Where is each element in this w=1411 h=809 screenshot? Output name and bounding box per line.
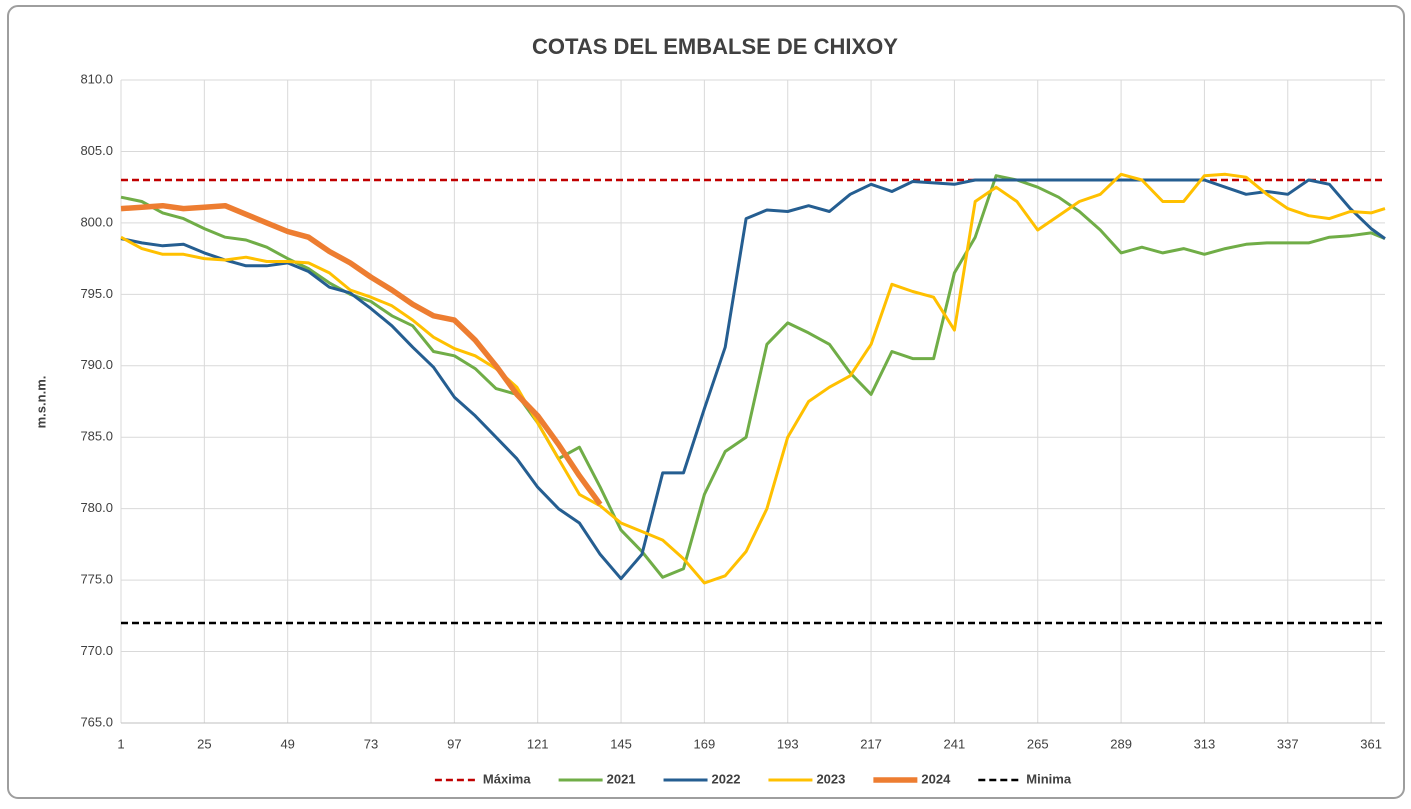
legend: Máxima 2021 2022 2023 2024 Minima xyxy=(434,771,1072,786)
x-tick-label: 265 xyxy=(1027,736,1049,751)
x-tick-label: 97 xyxy=(447,736,461,751)
y-tick-label: 770.0 xyxy=(80,643,113,658)
series-line xyxy=(120,202,603,507)
legend-label: Máxima xyxy=(483,771,531,786)
series-line xyxy=(120,174,1386,579)
y-tick-label: 785.0 xyxy=(80,429,113,444)
y-tick-label: 765.0 xyxy=(80,714,113,729)
series-line xyxy=(120,178,1386,581)
x-tick-label: 25 xyxy=(197,736,211,751)
y-tick-label: 780.0 xyxy=(80,500,113,515)
x-tick-label: 289 xyxy=(1110,736,1132,751)
y-axis-label: m.s.n.m. xyxy=(33,376,48,429)
y-tick-label: 775.0 xyxy=(80,572,113,587)
x-tick-label: 73 xyxy=(364,736,378,751)
legend-label: Minima xyxy=(1026,771,1072,786)
x-tick-label: 49 xyxy=(280,736,294,751)
chart-title: COTAS DEL EMBALSE DE CHIXOY xyxy=(532,34,898,59)
legend-label: 2024 xyxy=(921,771,951,786)
x-tick-label: 1 xyxy=(117,736,124,751)
y-tick-label: 805.0 xyxy=(80,143,113,158)
series-line xyxy=(120,172,1386,585)
x-tick-label: 121 xyxy=(527,736,549,751)
y-tick-label: 795.0 xyxy=(80,286,113,301)
x-tick-label: 241 xyxy=(944,736,966,751)
x-tick-label: 217 xyxy=(860,736,882,751)
legend-label: 2021 xyxy=(607,771,636,786)
x-tick-label: 313 xyxy=(1194,736,1216,751)
legend-label: 2022 xyxy=(712,771,741,786)
x-tick-label: 145 xyxy=(610,736,632,751)
legend-label: 2023 xyxy=(816,771,845,786)
y-tick-label: 790.0 xyxy=(80,357,113,372)
y-tick-label: 810.0 xyxy=(80,71,113,86)
x-tick-label: 337 xyxy=(1277,736,1299,751)
x-tick-label: 169 xyxy=(694,736,716,751)
x-tick-label: 361 xyxy=(1360,736,1382,751)
x-tick-label: 193 xyxy=(777,736,799,751)
y-tick-label: 800.0 xyxy=(80,214,113,229)
